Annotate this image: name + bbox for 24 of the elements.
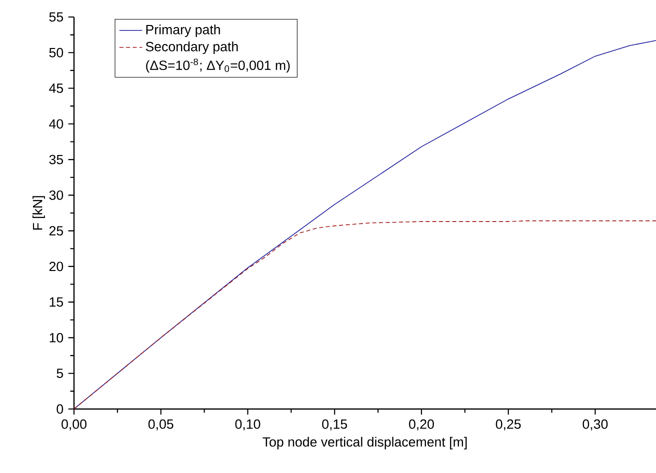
annotation: (ΔS=10$^{-8}$; ΔY$_{0}$=0,001 m) [146, 58, 290, 73]
y-axis-title: F [kN] [32, 196, 45, 230]
y-tick-label: 5 [56, 368, 64, 378]
y-tick-label: 15 [50, 297, 64, 307]
x-tick-label: 0,05 [148, 419, 174, 430]
x-tick-label: 0,15 [322, 419, 348, 430]
x-tick-label: 0,25 [496, 419, 521, 430]
y-tick-label: 45 [49, 84, 64, 93]
legend-label: Secondary path [146, 42, 238, 54]
y-tick-label: 30 [49, 190, 64, 200]
x-tick-label: 0,20 [409, 419, 434, 430]
y-tick-label: 40 [49, 119, 64, 129]
y-tick-label: 35 [49, 154, 64, 164]
y-tick-label: 0 [56, 404, 64, 414]
y-tick-label: 25 [49, 226, 64, 236]
y-tick-label: 10 [50, 333, 64, 342]
legend-label: Primary path [146, 24, 220, 37]
y-tick-label: 20 [49, 262, 64, 272]
x-axis-title: Top node vertical displacement [m] [262, 436, 467, 450]
x-tick-label: 0,10 [235, 419, 260, 430]
y-tick-label: 55 [49, 12, 64, 22]
x-tick-label: 0,00 [62, 419, 86, 430]
y-tick-label: 50 [49, 48, 64, 58]
x-tick-label: 0,30 [582, 419, 608, 430]
